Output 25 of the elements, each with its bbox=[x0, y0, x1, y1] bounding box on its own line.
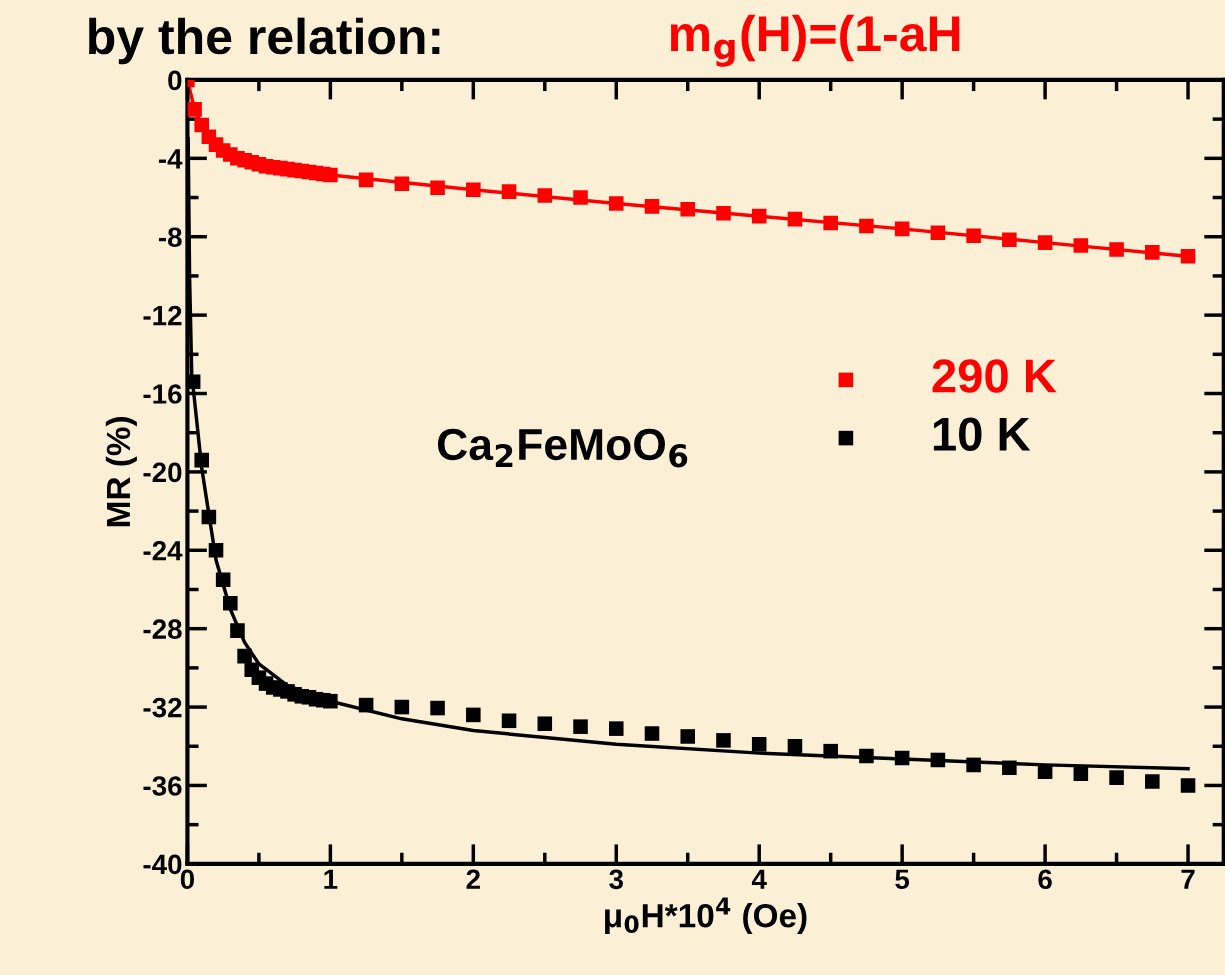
chart-title: by the relation: bbox=[89, 17, 440, 65]
y-tick-label: -8 bbox=[158, 227, 182, 248]
x-tick-label: 7 bbox=[1181, 869, 1195, 889]
y-tick-label: -4 bbox=[158, 149, 183, 169]
x-tick-label: 1 bbox=[324, 869, 338, 889]
legend-label: 10 K bbox=[933, 417, 1031, 451]
x-axis-title: μ$_{0}$H*10$^{4}$ (Oe) bbox=[605, 897, 807, 935]
legend-label: 290 K bbox=[932, 359, 1057, 393]
text: m$_{g}$(H)=(1-aH bbox=[670, 14, 960, 67]
y-tick-label: -32 bbox=[143, 697, 182, 718]
y-tick-label: -28 bbox=[143, 619, 182, 640]
y-tick-label: -40 bbox=[143, 854, 182, 875]
y-axis-title: MR (%) bbox=[105, 417, 137, 527]
x-tick-label: 6 bbox=[1038, 869, 1052, 890]
x-tick-label: 4 bbox=[751, 869, 767, 889]
y-tick-label: -24 bbox=[143, 540, 183, 561]
y-tick-label: -16 bbox=[143, 384, 182, 404]
y-tick-label: -20 bbox=[143, 462, 182, 483]
annotation: Ca$_{2}$FeMoO$_{6}$ bbox=[437, 428, 688, 468]
x-tick-label: 3 bbox=[609, 869, 623, 890]
x-tick-label: 2 bbox=[466, 869, 480, 889]
y-tick-label: 0 bbox=[168, 70, 182, 91]
y-tick-label: -36 bbox=[143, 776, 182, 796]
x-tick-label: 5 bbox=[895, 869, 910, 890]
y-tick-label: -12 bbox=[143, 305, 182, 326]
